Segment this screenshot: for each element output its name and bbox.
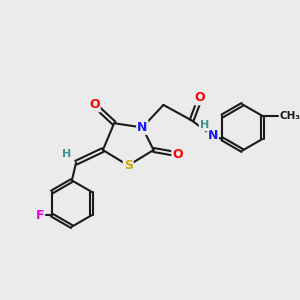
Text: S: S [124,159,133,172]
Text: N: N [208,129,218,142]
Text: CH₃: CH₃ [279,111,300,121]
Text: O: O [89,98,100,111]
Text: H: H [61,149,71,159]
Text: H: H [200,120,209,130]
Text: F: F [36,208,44,222]
Text: O: O [195,92,206,104]
Text: O: O [172,148,183,161]
Text: N: N [137,121,148,134]
